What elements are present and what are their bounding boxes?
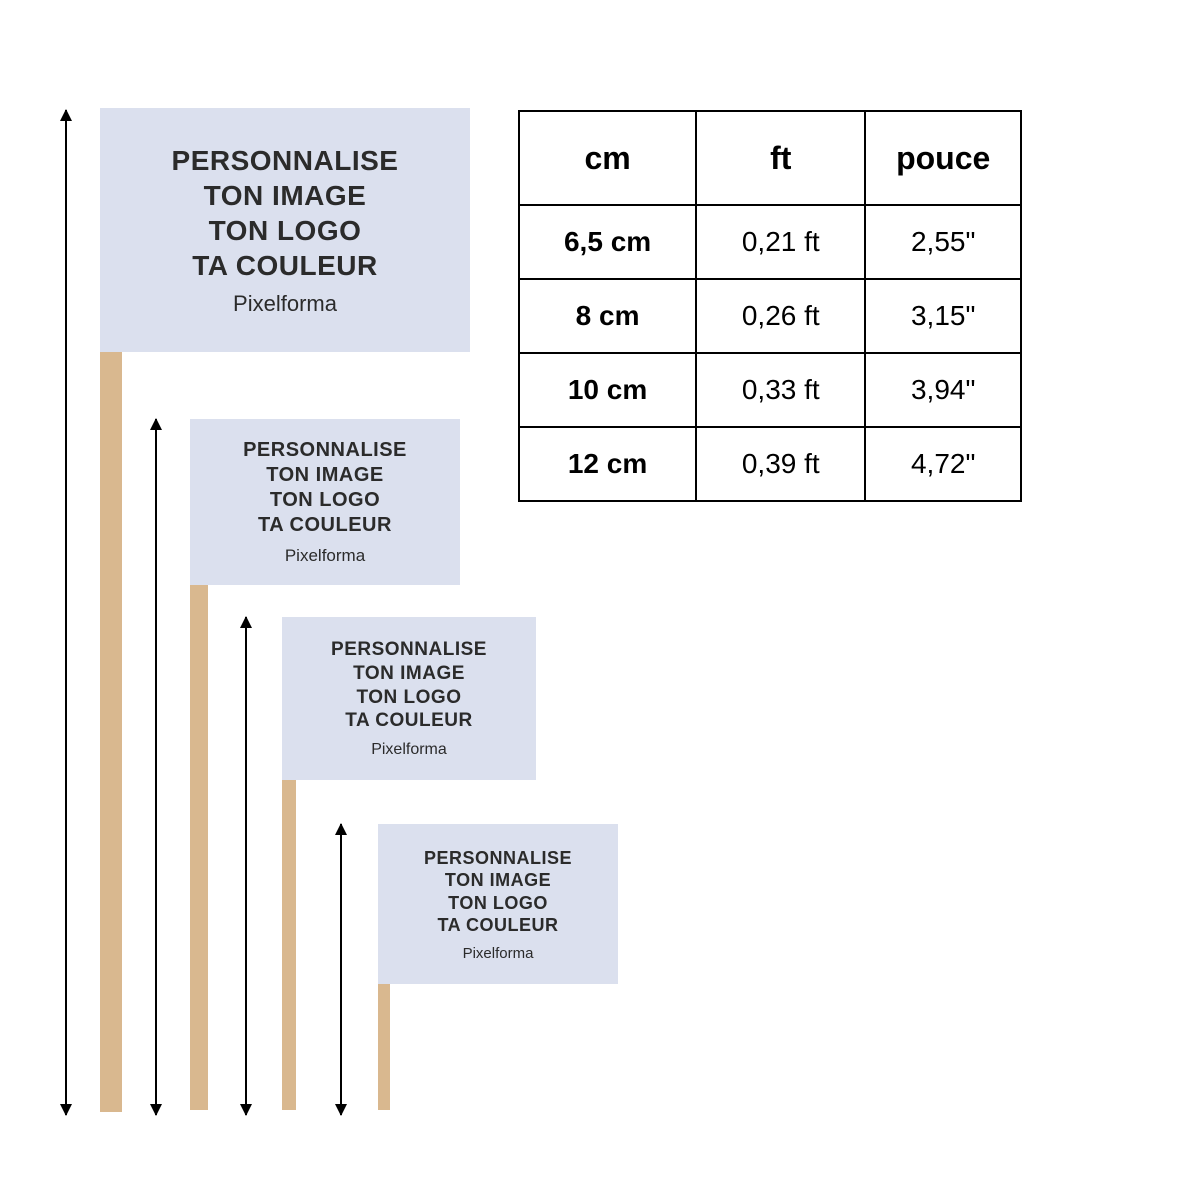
flag-text-line4: TA COULEUR	[345, 709, 472, 733]
flag-3: PERSONNALISE TON IMAGE TON LOGO TA COULE…	[282, 617, 536, 780]
col-header-ft: ft	[696, 111, 865, 205]
cell-cm: 10 cm	[519, 353, 696, 427]
flag-text-line4: TA COULEUR	[438, 914, 559, 937]
col-header-cm: cm	[519, 111, 696, 205]
brand-label: Pixelforma	[285, 546, 365, 566]
flag-text-line1: PERSONNALISE	[424, 847, 572, 870]
size-arrow-3	[245, 617, 247, 1115]
flag-text-line2: TON IMAGE	[266, 463, 383, 488]
flag-stick-2	[190, 585, 208, 1110]
table-row: 8 cm 0,26 ft 3,15"	[519, 279, 1021, 353]
cell-pouce: 4,72"	[865, 427, 1021, 501]
flag-stick-3	[282, 780, 296, 1110]
table-header-row: cm ft pouce	[519, 111, 1021, 205]
flag-text-line1: PERSONNALISE	[331, 638, 487, 662]
flag-text-line3: TON LOGO	[357, 686, 462, 710]
conversion-table: cm ft pouce 6,5 cm 0,21 ft 2,55" 8 cm 0,…	[518, 110, 1022, 502]
flag-1: PERSONNALISE TON IMAGE TON LOGO TA COULE…	[100, 108, 470, 352]
cell-ft: 0,33 ft	[696, 353, 865, 427]
flag-text-line2: TON IMAGE	[353, 662, 465, 686]
flag-text-line3: TON LOGO	[270, 488, 380, 513]
cell-cm: 6,5 cm	[519, 205, 696, 279]
table-row: 10 cm 0,33 ft 3,94"	[519, 353, 1021, 427]
cell-pouce: 3,94"	[865, 353, 1021, 427]
flag-text-line3: TON LOGO	[448, 892, 548, 915]
cell-cm: 8 cm	[519, 279, 696, 353]
flag-text-line2: TON IMAGE	[445, 869, 551, 892]
cell-ft: 0,39 ft	[696, 427, 865, 501]
flag-text-line1: PERSONNALISE	[172, 143, 399, 178]
cell-ft: 0,21 ft	[696, 205, 865, 279]
brand-label: Pixelforma	[371, 741, 447, 759]
table-body: 6,5 cm 0,21 ft 2,55" 8 cm 0,26 ft 3,15" …	[519, 205, 1021, 501]
cell-cm: 12 cm	[519, 427, 696, 501]
flag-text-line3: TON LOGO	[209, 213, 362, 248]
flag-text-line2: TON IMAGE	[204, 178, 367, 213]
flag-4: PERSONNALISE TON IMAGE TON LOGO TA COULE…	[378, 824, 618, 984]
col-header-pouce: pouce	[865, 111, 1021, 205]
cell-pouce: 2,55"	[865, 205, 1021, 279]
flag-2: PERSONNALISE TON IMAGE TON LOGO TA COULE…	[190, 419, 460, 585]
flag-stick-4	[378, 984, 390, 1110]
table-row: 12 cm 0,39 ft 4,72"	[519, 427, 1021, 501]
size-arrow-4	[340, 824, 342, 1115]
cell-pouce: 3,15"	[865, 279, 1021, 353]
flag-text-line4: TA COULEUR	[192, 248, 377, 283]
brand-label: Pixelforma	[463, 945, 534, 962]
table-row: 6,5 cm 0,21 ft 2,55"	[519, 205, 1021, 279]
brand-label: Pixelforma	[233, 291, 337, 317]
flag-text-line1: PERSONNALISE	[243, 438, 407, 463]
flag-stick-1	[100, 352, 122, 1112]
flag-text-line4: TA COULEUR	[258, 513, 392, 538]
size-arrow-2	[155, 419, 157, 1115]
size-arrow-1	[65, 110, 67, 1115]
cell-ft: 0,26 ft	[696, 279, 865, 353]
